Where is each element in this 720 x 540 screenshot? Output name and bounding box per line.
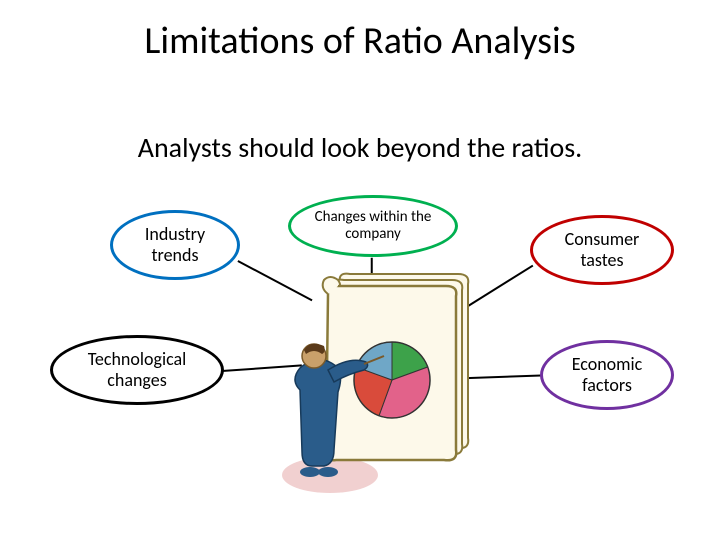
page-title: Limitations of Ratio Analysis [0, 18, 720, 64]
bubble-technological-changes: Technological changes [50, 335, 224, 405]
pie-chart-icon [354, 342, 430, 418]
bubble-label: Economic factors [553, 354, 661, 395]
page-subtitle: Analysts should look beyond the ratios. [0, 130, 720, 165]
bubble-label: Consumer tastes [543, 229, 661, 270]
scroll-pie-person-svg [280, 260, 480, 500]
bubble-economic-factors: Economic factors [540, 340, 674, 410]
bubble-industry-trends: Industry trends [110, 210, 240, 280]
bubble-changes-within-company: Changes within the company [288, 195, 458, 257]
bubble-label: Industry trends [123, 224, 227, 265]
bubble-label: Technological changes [63, 349, 211, 390]
bubble-consumer-tastes: Consumer tastes [530, 215, 674, 285]
central-illustration [280, 260, 480, 500]
bubble-label: Changes within the company [301, 209, 445, 244]
